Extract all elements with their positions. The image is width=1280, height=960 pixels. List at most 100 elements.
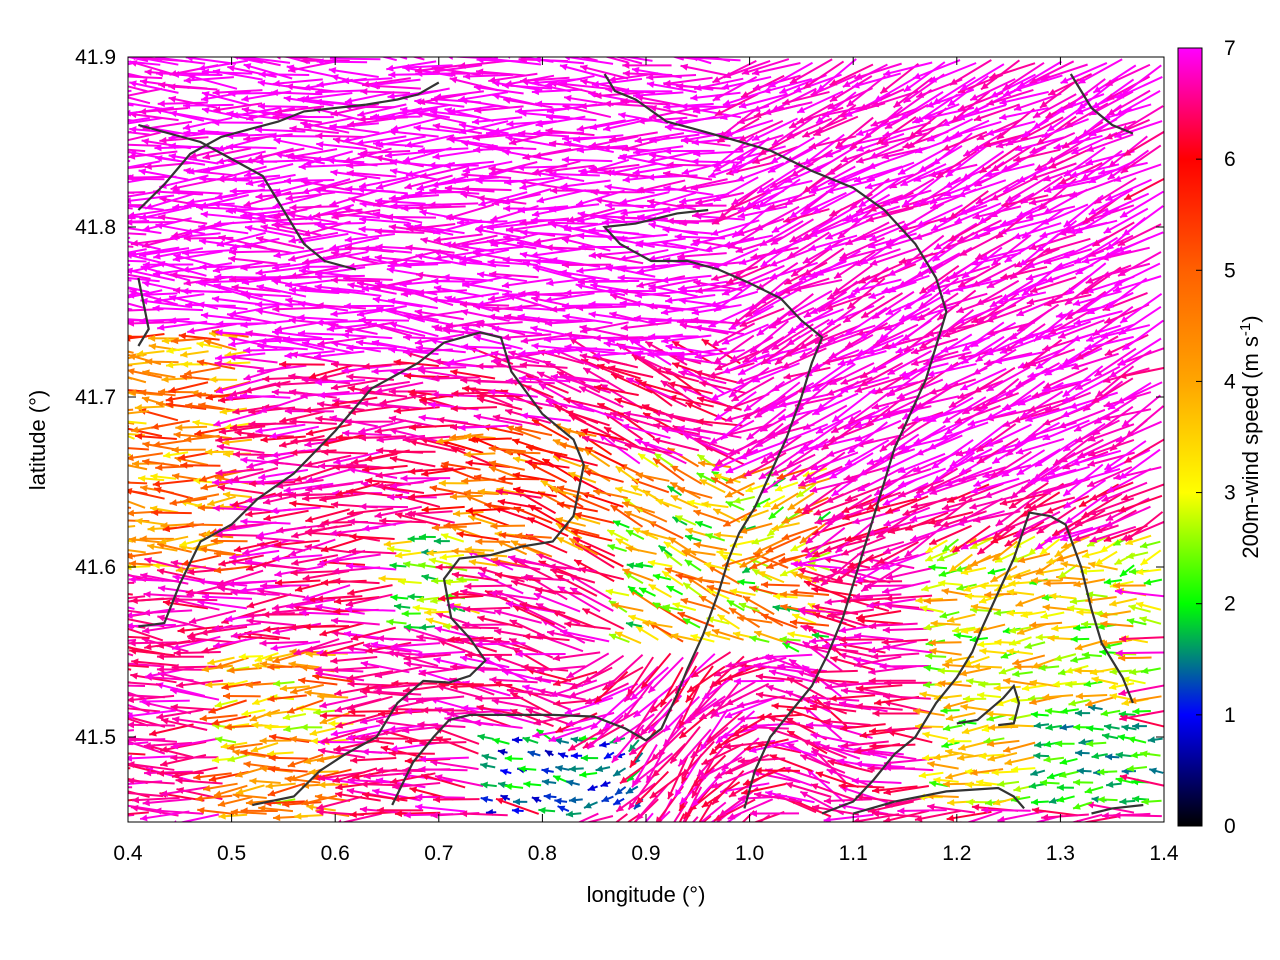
- wind-arrow: [492, 710, 541, 726]
- wind-arrow-head: [725, 501, 734, 508]
- wind-arrow-head: [960, 627, 969, 635]
- wind-arrow-head: [262, 611, 270, 619]
- wind-arrow-head: [1059, 758, 1068, 766]
- wind-arrow-head: [1020, 611, 1029, 619]
- wind-arrow: [551, 610, 596, 629]
- wind-arrow: [879, 664, 929, 668]
- wind-arrow-head: [790, 588, 798, 596]
- wind-arrow-head: [1045, 723, 1053, 731]
- wind-arrow-head: [646, 774, 653, 783]
- wind-arrow-head: [960, 542, 969, 550]
- wind-arrow-head: [927, 803, 935, 811]
- wind-arrow: [762, 653, 813, 659]
- wind-arrow-head: [1060, 561, 1069, 568]
- wind-arrow-head: [128, 754, 133, 762]
- wind-arrow-head: [246, 601, 255, 609]
- wind-arrow-head: [228, 523, 236, 531]
- wind-arrow-head: [463, 605, 471, 613]
- wind-arrow-head: [602, 683, 611, 690]
- wind-arrow: [346, 670, 394, 680]
- wind-arrow-head: [527, 750, 536, 758]
- wind-arrow: [186, 581, 234, 597]
- wind-arrow-head: [389, 777, 398, 785]
- wind-arrow-head: [181, 559, 190, 567]
- wind-arrow-head: [113, 704, 120, 711]
- wind-arrow: [346, 507, 394, 515]
- wind-arrow: [527, 503, 568, 528]
- wind-arrow-head: [1109, 693, 1118, 700]
- wind-arrow: [887, 730, 933, 744]
- wind-arrow-head: [611, 602, 620, 610]
- wind-arrow-head: [663, 847, 669, 855]
- wind-arrow-head: [781, 517, 790, 524]
- wind-arrow: [128, 711, 132, 715]
- wind-arrow: [786, 708, 831, 725]
- wind-arrow-head: [854, 534, 863, 542]
- wind-arrow-head: [112, 781, 119, 788]
- wind-arrow: [644, 812, 654, 822]
- wind-arrow-head: [611, 755, 620, 763]
- wind-arrow-head: [538, 688, 546, 696]
- wind-arrow-head: [1129, 668, 1137, 676]
- wind-arrow-head: [170, 742, 179, 750]
- wind-arrow: [826, 608, 874, 618]
- wind-arrow: [581, 607, 625, 630]
- wind-arrow-head: [672, 602, 681, 609]
- wind-arrow: [489, 591, 539, 601]
- wind-arrow-head: [363, 772, 371, 780]
- wind-arrow: [403, 661, 453, 671]
- wind-arrow-head: [154, 486, 162, 494]
- wind-arrow-head: [218, 812, 226, 820]
- wind-arrow: [757, 713, 803, 719]
- wind-arrow-head: [215, 736, 223, 744]
- wind-arrow-head: [210, 537, 218, 545]
- wind-arrow-head: [83, 785, 90, 792]
- wind-arrow: [319, 622, 364, 636]
- wind-arrow: [966, 810, 1003, 822]
- wind-arrow: [765, 791, 815, 804]
- wind-arrow-head: [1114, 588, 1123, 596]
- wind-arrow: [927, 805, 976, 814]
- wind-arrow-head: [391, 679, 399, 687]
- wind-arrow-head: [349, 810, 357, 818]
- wind-arrow-head: [140, 572, 148, 580]
- wind-arrow-head: [268, 754, 276, 762]
- wind-arrow-head: [101, 343, 109, 350]
- wind-arrow-head: [738, 602, 747, 610]
- wind-arrow-head: [298, 677, 306, 685]
- wind-arrow: [548, 565, 597, 573]
- wind-arrow-head: [1070, 656, 1078, 664]
- wind-arrow-head: [435, 774, 443, 781]
- wind-arrow: [142, 623, 191, 633]
- wind-arrow-head: [855, 702, 863, 710]
- wind-arrow-head: [301, 799, 310, 806]
- wind-arrow: [628, 726, 670, 756]
- wind-arrow: [434, 775, 484, 787]
- wind-arrow-head: [780, 569, 788, 577]
- wind-arrow: [188, 637, 236, 644]
- wind-arrow: [461, 639, 510, 644]
- wind-arrow: [358, 318, 410, 322]
- wind-arrow-head: [765, 545, 774, 553]
- wind-arrow-head: [365, 646, 374, 654]
- wind-arrow-head: [1083, 680, 1092, 688]
- wind-arrow-head: [1041, 813, 1049, 821]
- wind-arrow-head: [994, 638, 1002, 646]
- wind-arrow-head: [613, 798, 622, 805]
- wind-arrow-head: [415, 793, 423, 801]
- wind-arrow-head: [548, 563, 556, 571]
- wind-arrow: [128, 681, 162, 687]
- wind-arrow-head: [1113, 811, 1121, 819]
- wind-arrow-head: [317, 774, 326, 782]
- wind-arrow-head: [1081, 651, 1090, 659]
- wind-arrow-head: [596, 728, 605, 735]
- wind-arrow-head: [257, 587, 265, 595]
- wind-arrow: [215, 533, 263, 537]
- wind-arrow-head: [158, 537, 167, 545]
- wind-arrow: [128, 525, 136, 528]
- wind-arrow-head: [347, 518, 355, 526]
- wind-arrow-head: [1049, 592, 1057, 600]
- wind-arrow-head: [96, 682, 103, 689]
- wind-arrow-head: [772, 604, 781, 612]
- wind-arrow: [533, 592, 581, 613]
